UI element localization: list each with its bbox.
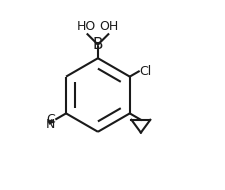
Text: Cl: Cl [139,65,151,78]
Text: OH: OH [99,20,118,33]
Text: N: N [46,118,55,131]
Text: C: C [46,112,55,126]
Text: HO: HO [76,20,96,33]
Text: B: B [92,37,103,52]
